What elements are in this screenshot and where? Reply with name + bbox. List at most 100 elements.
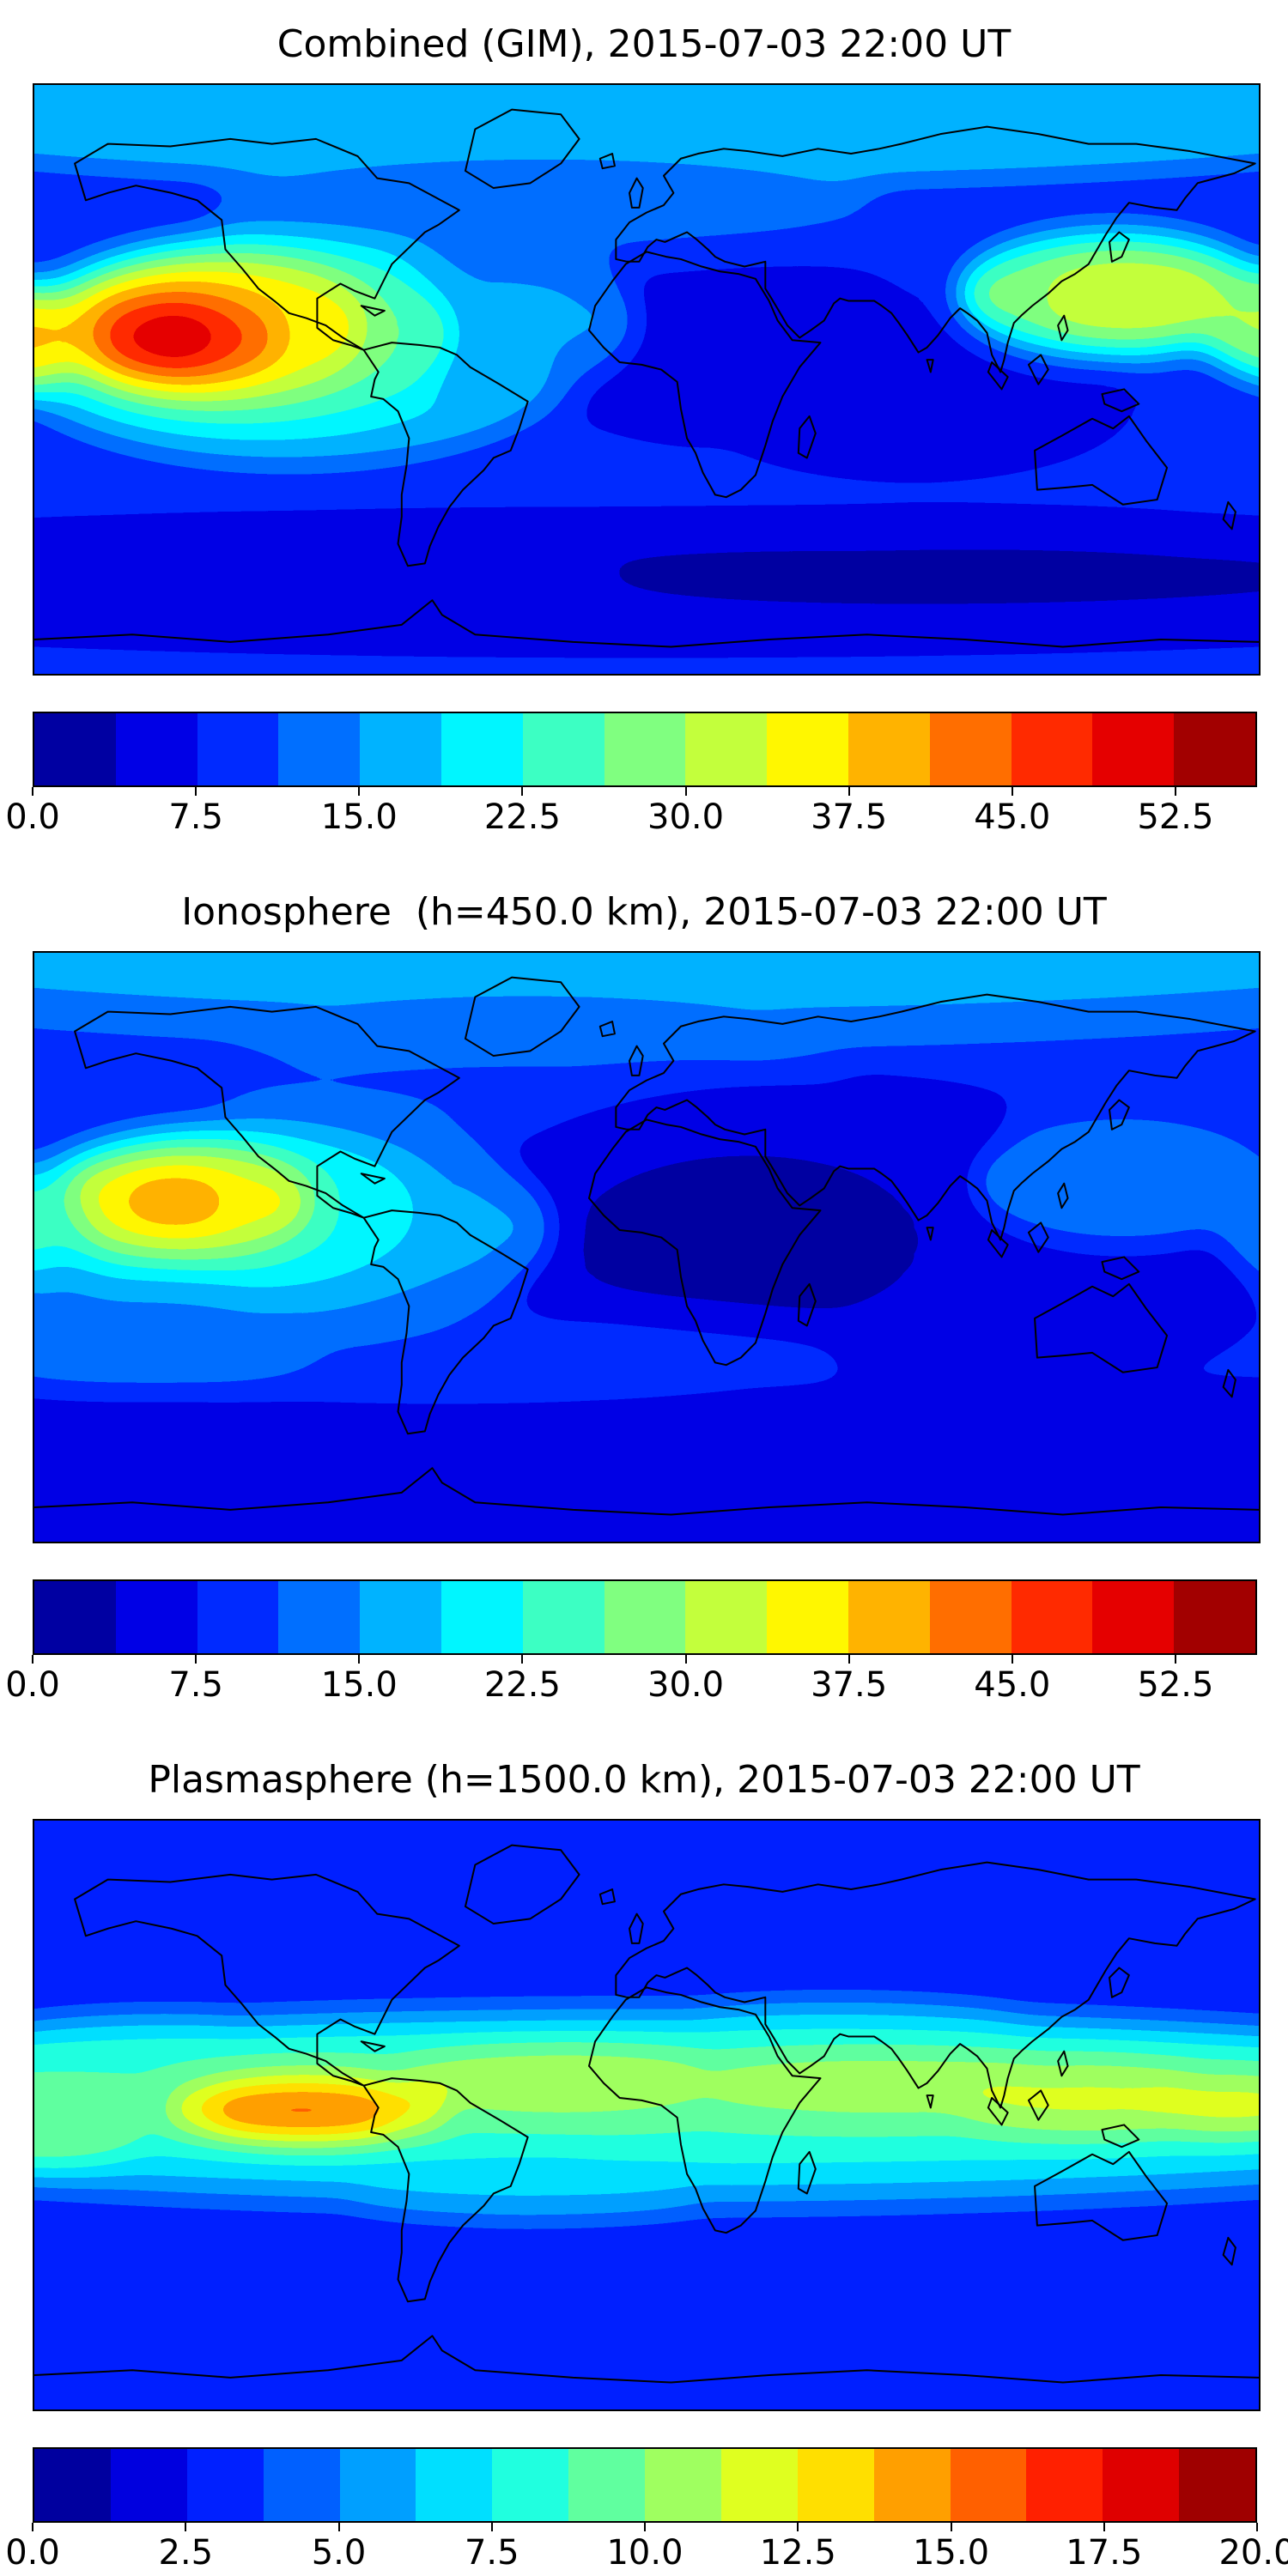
colorbar-tick-mark bbox=[1174, 1655, 1176, 1664]
colorbar-segment bbox=[1092, 1581, 1175, 1653]
colorbar-combined: 0.0 7.5 15.0 22.5 30.0 37.5 45.0 52.5 bbox=[5, 712, 1257, 840]
colorbar-segment bbox=[34, 713, 116, 785]
colorbar-tick-mark bbox=[1011, 787, 1013, 796]
colorbar-segment bbox=[929, 1581, 1012, 1653]
colorbar-tick-mark bbox=[797, 2523, 799, 2531]
world-map-ionosphere bbox=[33, 951, 1261, 1543]
tec-map-svg-ionosphere bbox=[34, 953, 1259, 1542]
colorbar-segment bbox=[1174, 1581, 1255, 1653]
panel-title-plasmasphere: Plasmasphere (h=1500.0 km), 2015-07-03 2… bbox=[148, 1758, 1140, 1802]
colorbar-segment bbox=[767, 1581, 848, 1653]
colorbar-segment bbox=[568, 2449, 645, 2521]
colorbar-segment bbox=[197, 1581, 279, 1653]
colorbar-tick-mark bbox=[684, 1655, 687, 1664]
colorbar-tick-mark bbox=[337, 2523, 340, 2531]
colorbar-tick-label: 22.5 bbox=[483, 797, 561, 837]
colorbar-segment bbox=[492, 2449, 569, 2521]
colorbar-segment bbox=[604, 713, 686, 785]
colorbar-segment bbox=[522, 1581, 605, 1653]
colorbar-tick-mark bbox=[32, 787, 33, 796]
colorbar-segment bbox=[848, 713, 930, 785]
colorbar-tick-mark bbox=[195, 1655, 197, 1664]
colorbar-segment bbox=[767, 713, 848, 785]
colorbar-segment bbox=[278, 713, 361, 785]
colorbar-tick-mark bbox=[1174, 787, 1176, 796]
colorbar-tick-label: 52.5 bbox=[1137, 797, 1214, 837]
colorbar-plasmasphere: 0.0 2.5 5.0 7.5 10.0 12.5 15.0 17.5 20.0 bbox=[5, 2447, 1288, 2576]
colorbar-gradient-ionosphere bbox=[33, 1579, 1257, 1655]
colorbar-tick-mark bbox=[32, 2523, 33, 2531]
colorbar-tick-mark bbox=[195, 787, 197, 796]
colorbar-ticks-combined: 0.0 7.5 15.0 22.5 30.0 37.5 45.0 52.5 bbox=[5, 787, 1257, 840]
colorbar-segment bbox=[1174, 713, 1255, 785]
colorbar-tick-label: 0.0 bbox=[5, 1665, 60, 1705]
colorbar-tick-label: 20.0 bbox=[1218, 2533, 1288, 2573]
colorbar-segment bbox=[115, 1581, 197, 1653]
colorbar-segment bbox=[1026, 2449, 1103, 2521]
colorbar-segment bbox=[604, 1581, 686, 1653]
tec-map-svg-combined bbox=[34, 85, 1259, 674]
colorbar-ticks-ionosphere: 0.0 7.5 15.0 22.5 30.0 37.5 45.0 52.5 bbox=[5, 1655, 1257, 1708]
colorbar-segment bbox=[186, 2449, 264, 2521]
colorbar-tick-mark bbox=[1103, 2523, 1105, 2531]
world-map-combined bbox=[33, 83, 1261, 676]
tec-contour-field bbox=[34, 953, 1259, 1542]
colorbar-tick-mark bbox=[1011, 1655, 1013, 1664]
panel-combined: Combined (GIM), 2015-07-03 22:00 UT 0.0 7… bbox=[0, 0, 1288, 840]
colorbar-tick-label: 37.5 bbox=[811, 797, 888, 837]
colorbar-segment bbox=[263, 2449, 340, 2521]
colorbar-tick-label: 15.0 bbox=[912, 2533, 990, 2573]
colorbar-tick-label: 30.0 bbox=[647, 797, 725, 837]
colorbar-tick-label: 2.5 bbox=[158, 2533, 214, 2573]
colorbar-tick-label: 7.5 bbox=[168, 1665, 223, 1705]
colorbar-segment bbox=[848, 1581, 930, 1653]
panel-plasmasphere: Plasmasphere (h=1500.0 km), 2015-07-03 2… bbox=[0, 1708, 1288, 2576]
colorbar-segment bbox=[1011, 713, 1093, 785]
colorbar-segment bbox=[34, 1581, 116, 1653]
colorbar-segment bbox=[440, 713, 523, 785]
colorbar-tick-label: 7.5 bbox=[168, 797, 223, 837]
colorbar-tick-mark bbox=[848, 787, 850, 796]
colorbar-tick-mark bbox=[521, 787, 524, 796]
colorbar-segment bbox=[339, 2449, 416, 2521]
panel-title-combined: Combined (GIM), 2015-07-03 22:00 UT bbox=[276, 22, 1012, 66]
panel-ionosphere: Ionosphere (h=450.0 km), 2015-07-03 22:0… bbox=[0, 840, 1288, 1708]
colorbar-segment bbox=[278, 1581, 361, 1653]
colorbar-segment bbox=[645, 2449, 721, 2521]
colorbar-segment bbox=[1103, 2449, 1180, 2521]
panel-title-ionosphere: Ionosphere (h=450.0 km), 2015-07-03 22:0… bbox=[181, 890, 1107, 934]
colorbar-tick-mark bbox=[848, 1655, 850, 1664]
colorbar-segment bbox=[1011, 1581, 1093, 1653]
tec-map-svg-plasmasphere bbox=[34, 1821, 1259, 2409]
colorbar-tick-label: 0.0 bbox=[5, 797, 60, 837]
colorbar-segment bbox=[797, 2449, 874, 2521]
colorbar-tick-mark bbox=[358, 787, 361, 796]
tec-contour-field bbox=[34, 1821, 1259, 2409]
colorbar-tick-label: 0.0 bbox=[5, 2533, 60, 2573]
colorbar-tick-label: 5.0 bbox=[311, 2533, 367, 2573]
colorbar-tick-mark bbox=[684, 787, 687, 796]
colorbar-tick-label: 15.0 bbox=[320, 1665, 398, 1705]
colorbar-segment bbox=[522, 713, 605, 785]
colorbar-ionosphere: 0.0 7.5 15.0 22.5 30.0 37.5 45.0 52.5 bbox=[5, 1579, 1257, 1708]
colorbar-segment bbox=[720, 2449, 798, 2521]
colorbar-tick-mark bbox=[950, 2523, 952, 2531]
colorbar-tick-label: 15.0 bbox=[320, 797, 398, 837]
colorbar-tick-label: 37.5 bbox=[811, 1665, 888, 1705]
colorbar-segment bbox=[34, 2449, 111, 2521]
colorbar-tick-label: 52.5 bbox=[1137, 1665, 1214, 1705]
colorbar-segment bbox=[950, 2449, 1027, 2521]
colorbar-segment bbox=[360, 1581, 441, 1653]
colorbar-segment bbox=[1092, 713, 1175, 785]
colorbar-segment bbox=[873, 2449, 951, 2521]
colorbar-tick-label: 45.0 bbox=[974, 1665, 1051, 1705]
colorbar-tick-label: 17.5 bbox=[1066, 2533, 1143, 2573]
colorbar-segment bbox=[929, 713, 1012, 785]
colorbar-segment bbox=[360, 713, 441, 785]
colorbar-segment bbox=[1179, 2449, 1255, 2521]
colorbar-segment bbox=[685, 713, 768, 785]
colorbar-tick-mark bbox=[185, 2523, 187, 2531]
colorbar-tick-mark bbox=[1256, 2523, 1258, 2531]
world-map-plasmasphere bbox=[33, 1819, 1261, 2411]
